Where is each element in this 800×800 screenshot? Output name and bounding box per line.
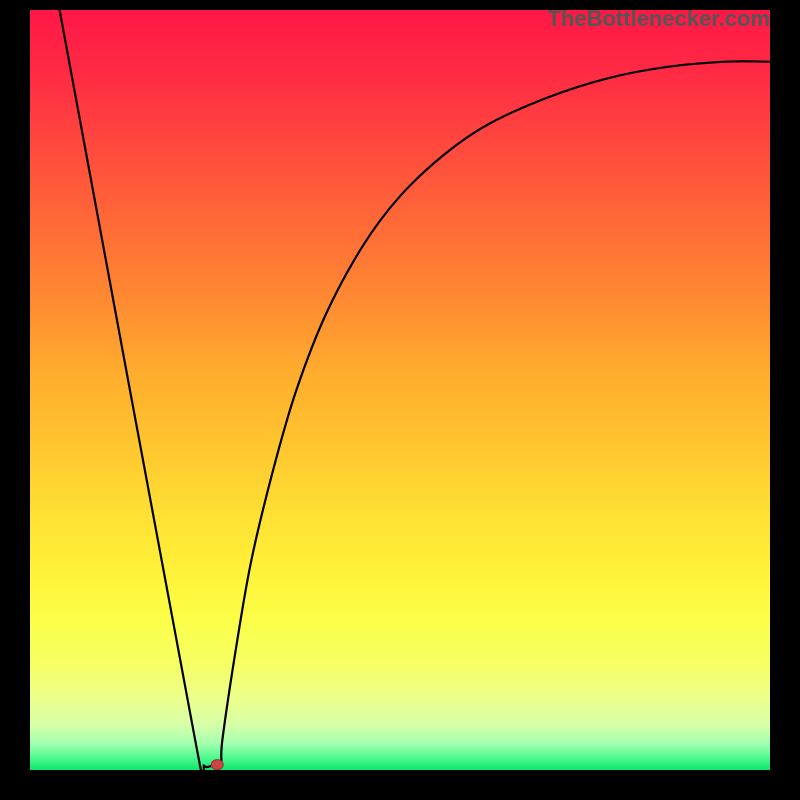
bottleneck-curve [60, 10, 770, 770]
curve-layer [30, 10, 770, 770]
chart-frame: TheBottlenecker.com [0, 0, 800, 800]
watermark-text: TheBottlenecker.com [547, 6, 770, 32]
optimal-point-marker [211, 760, 223, 770]
plot-area [30, 10, 770, 770]
